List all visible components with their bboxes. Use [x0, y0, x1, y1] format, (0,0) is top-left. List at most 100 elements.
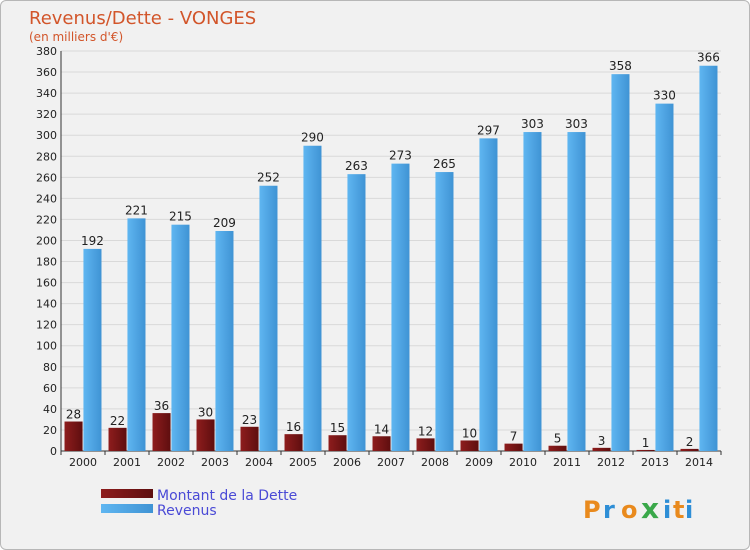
y-tick-label: 180 — [36, 256, 57, 269]
data-label-dette: 23 — [242, 413, 257, 427]
bar-revenus — [171, 224, 190, 451]
x-tick-label: 2005 — [289, 456, 317, 469]
logo-letter: t — [673, 496, 684, 524]
data-label-dette: 7 — [510, 430, 518, 444]
bar-revenus — [435, 172, 454, 452]
bar-dette — [108, 427, 127, 451]
bar-dette — [504, 443, 523, 451]
data-label-dette: 36 — [154, 399, 169, 413]
bars — [64, 65, 718, 452]
data-label-dette: 10 — [462, 426, 477, 440]
legend-label: Montant de la Dette — [157, 488, 297, 504]
bar-revenus — [523, 132, 542, 452]
chart-title: Revenus/Dette - VONGES — [29, 8, 256, 29]
logo-letter: P — [583, 496, 601, 524]
data-label-dette: 1 — [642, 436, 650, 450]
x-tick-label: 2004 — [245, 456, 273, 469]
data-label-revenus: 209 — [213, 216, 236, 230]
bar-dette — [416, 438, 435, 451]
data-label-dette: 28 — [66, 408, 81, 422]
x-tick-label: 2011 — [553, 456, 581, 469]
chart-subtitle: (en milliers d'€) — [29, 30, 123, 44]
bar-revenus — [655, 103, 674, 451]
data-label-revenus: 221 — [125, 203, 148, 217]
gridlines — [61, 50, 721, 452]
data-label-dette: 12 — [418, 424, 433, 438]
x-tick-label: 2000 — [69, 456, 97, 469]
data-labels: 2819222221362153020923252162901526314273… — [66, 51, 720, 450]
y-tick-label: 280 — [36, 150, 57, 163]
bar-revenus — [215, 231, 234, 451]
x-tick-label: 2001 — [113, 456, 141, 469]
bar-dette — [240, 426, 259, 451]
logo-letter: o — [621, 496, 638, 524]
y-tick-label: 220 — [36, 213, 57, 226]
y-tick-label: 60 — [43, 382, 57, 395]
bar-revenus — [259, 185, 278, 451]
y-tick-label: 120 — [36, 319, 57, 332]
bar-revenus — [391, 163, 410, 451]
bar-revenus — [699, 65, 718, 451]
bar-dette — [636, 449, 655, 451]
y-tick-label: 160 — [36, 277, 57, 290]
data-label-dette: 5 — [554, 432, 562, 446]
bar-revenus — [303, 145, 322, 451]
bar-dette — [284, 434, 303, 451]
data-label-revenus: 330 — [653, 89, 676, 103]
logo-letter: x — [641, 492, 659, 525]
logo-letter: i — [685, 496, 693, 524]
bar-revenus — [611, 74, 630, 451]
bar-dette — [680, 448, 699, 451]
bar-revenus — [347, 174, 366, 451]
y-tick-label: 260 — [36, 171, 57, 184]
x-tick-label: 2002 — [157, 456, 185, 469]
legend-swatch — [101, 504, 153, 513]
data-label-revenus: 297 — [477, 123, 500, 137]
x-tick-label: 2012 — [597, 456, 625, 469]
data-label-dette: 22 — [110, 414, 125, 428]
y-tick-label: 140 — [36, 298, 57, 311]
bar-dette — [64, 421, 83, 451]
data-label-dette: 2 — [686, 435, 694, 449]
x-tick-label: 2003 — [201, 456, 229, 469]
y-tick-label: 240 — [36, 192, 57, 205]
data-label-revenus: 265 — [433, 157, 456, 171]
bar-revenus — [83, 248, 102, 451]
data-label-revenus: 303 — [521, 117, 544, 131]
legend-label: Revenus — [157, 503, 217, 519]
x-tick-label: 2013 — [641, 456, 669, 469]
axes: 0 20 40 60 80 100 120 140 160 180 200 220 240 260 280 3… — [36, 45, 722, 469]
bar-revenus — [567, 132, 586, 452]
y-tick-label: 100 — [36, 340, 57, 353]
data-label-revenus: 192 — [81, 234, 104, 248]
data-label-revenus: 303 — [565, 117, 588, 131]
y-tick-label: 40 — [43, 403, 57, 416]
x-tick-label: 2008 — [421, 456, 449, 469]
data-label-revenus: 263 — [345, 159, 368, 173]
y-tick-label: 0 — [50, 445, 57, 458]
legend-swatch — [101, 489, 153, 498]
y-tick-label: 200 — [36, 234, 57, 247]
data-label-revenus: 273 — [389, 149, 412, 163]
bar-revenus — [127, 218, 146, 451]
data-label-dette: 3 — [598, 434, 606, 448]
x-tick-label: 2007 — [377, 456, 405, 469]
x-tick-label: 2006 — [333, 456, 361, 469]
x-tick-label: 2014 — [685, 456, 713, 469]
data-label-revenus: 366 — [697, 51, 720, 65]
y-tick-label: 340 — [36, 87, 57, 100]
y-tick-label: 380 — [36, 45, 57, 58]
bar-dette — [196, 419, 215, 451]
bar-dette — [592, 447, 611, 451]
bar-dette — [460, 440, 479, 451]
y-tick-label: 320 — [36, 108, 57, 121]
x-tick-label: 2010 — [509, 456, 537, 469]
data-label-dette: 15 — [330, 421, 345, 435]
x-tick-label: 2009 — [465, 456, 493, 469]
bar-dette — [548, 445, 567, 451]
data-label-dette: 30 — [198, 405, 213, 419]
